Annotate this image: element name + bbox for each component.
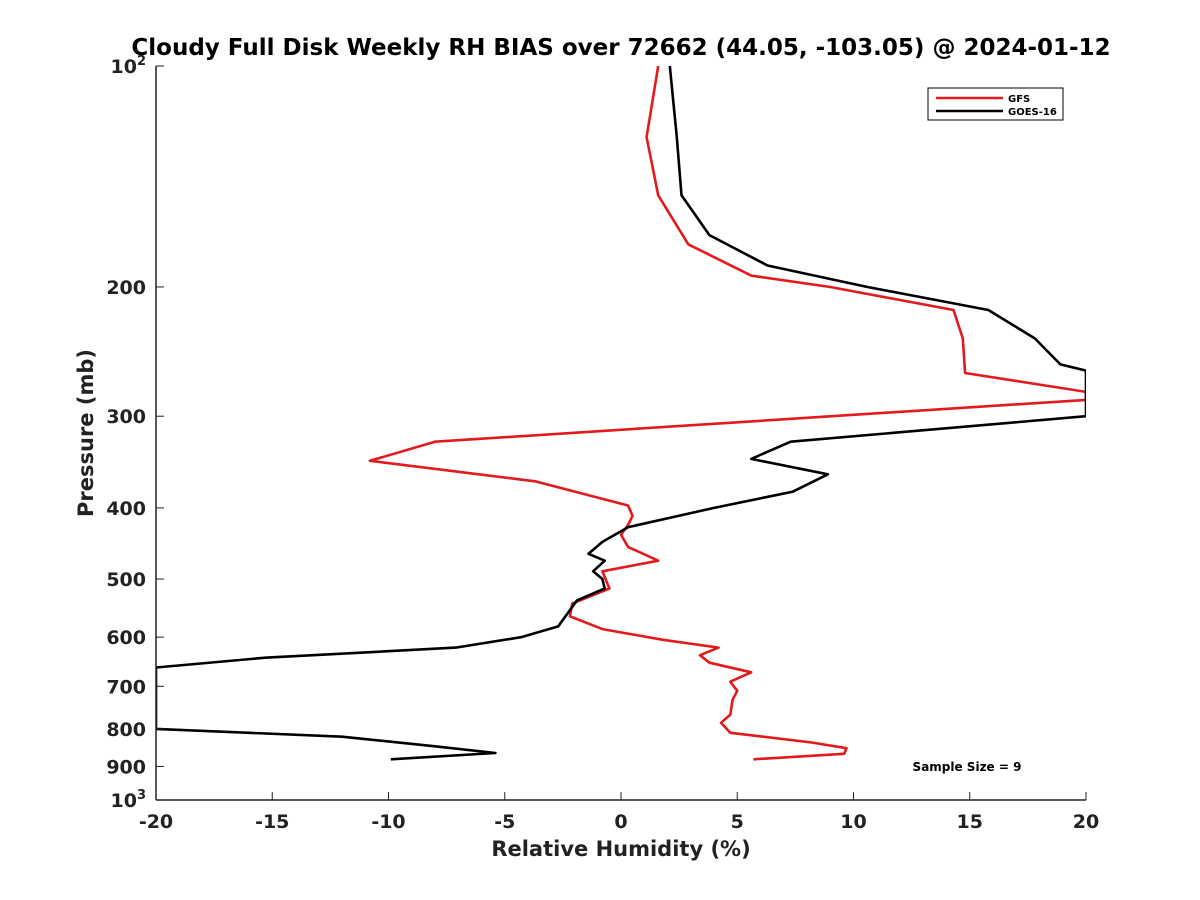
y-tick-label: 400: [106, 498, 146, 520]
x-tick-label: -10: [371, 811, 405, 833]
sample-size-annotation: Sample Size = 9: [913, 760, 1022, 774]
x-axis-ticks: -20 -15 -10 -5 0 5 10 15 20: [139, 792, 1099, 833]
y-tick-label: 600: [106, 627, 146, 649]
series-line-gfs: [368, 66, 1086, 761]
y-axis-label: Pressure (mb): [74, 349, 98, 517]
legend-label-goes16: GOES-16: [1008, 107, 1057, 118]
y-tick-label: 200: [106, 277, 146, 299]
chart-title: Cloudy Full Disk Weekly RH BIAS over 726…: [131, 35, 1110, 61]
x-tick-label: -5: [494, 811, 515, 833]
x-tick-label: 10: [840, 811, 866, 833]
y-tick-label: 103: [111, 788, 147, 812]
legend-box: [927, 87, 1064, 121]
y-tick-label: 800: [106, 719, 146, 741]
x-tick-label: -15: [255, 811, 289, 833]
x-tick-label: 5: [731, 811, 744, 833]
x-axis-label: Relative Humidity (%): [491, 837, 750, 861]
x-tick-label: -20: [139, 811, 173, 833]
x-tick-label: 15: [957, 811, 983, 833]
y-tick-label: 102: [111, 54, 147, 78]
legend: GFS GOES-16: [927, 87, 1064, 121]
y-tick-label: 900: [106, 756, 146, 778]
series-line-goes16: [156, 66, 1086, 761]
y-axis-ticks: 102 200 300 400 500 600 700 800 900 103: [106, 54, 164, 812]
y-tick-label: 500: [106, 569, 146, 591]
series-layer: [156, 66, 1086, 761]
x-tick-label: 20: [1073, 811, 1099, 833]
x-tick-label: 0: [614, 811, 627, 833]
legend-label-gfs: GFS: [1008, 94, 1030, 105]
y-tick-label: 700: [106, 676, 146, 698]
y-tick-label: 300: [106, 406, 146, 428]
